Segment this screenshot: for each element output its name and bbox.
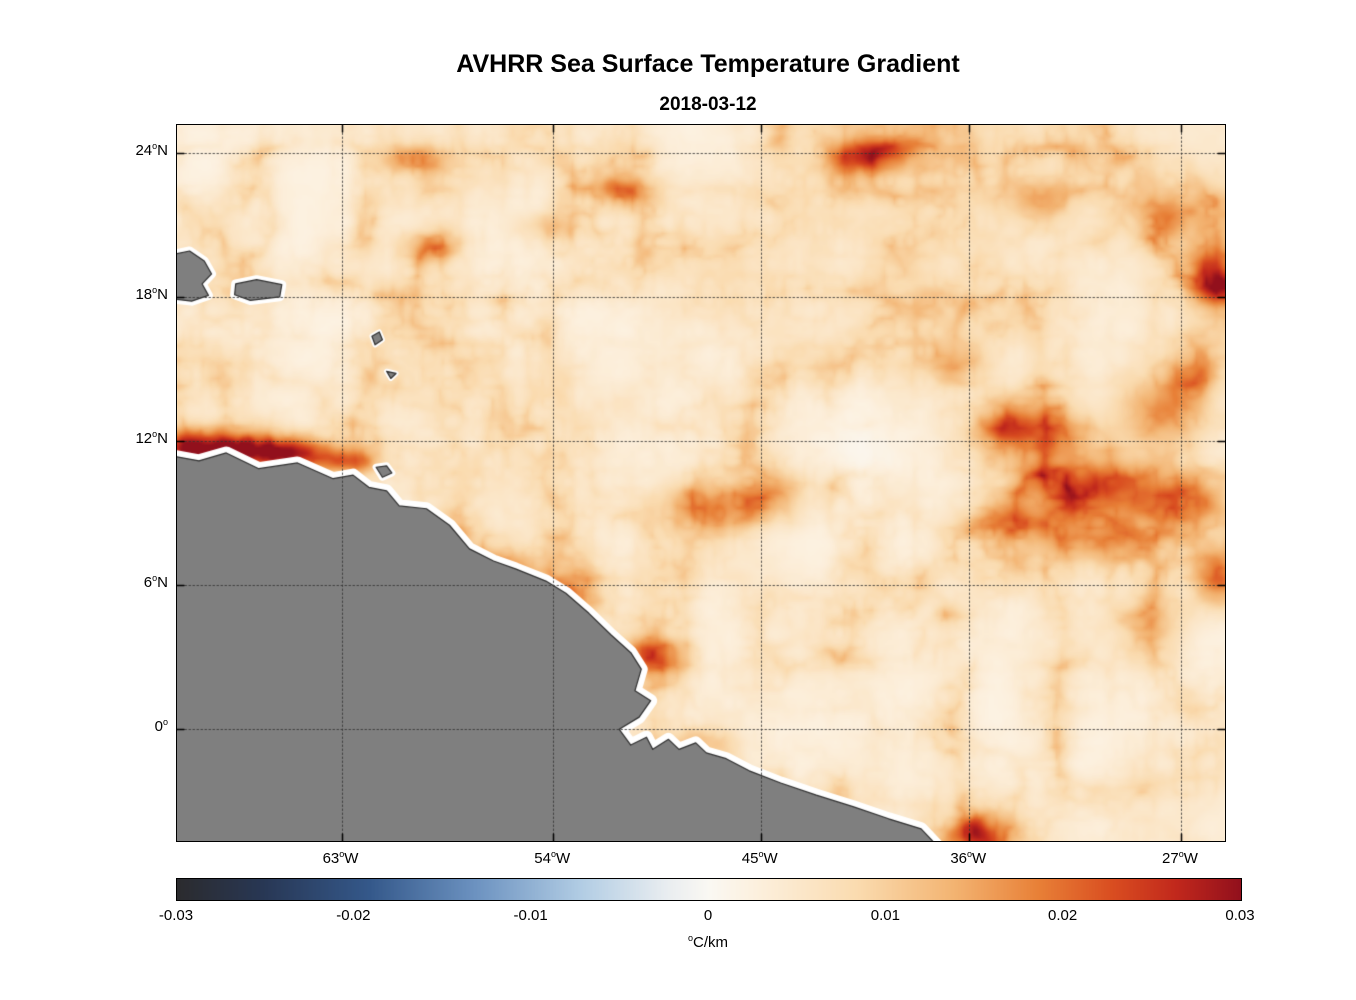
x-tick-label: 45oW xyxy=(741,849,778,867)
colorbar xyxy=(176,878,1242,901)
y-tick-label: 6oN xyxy=(143,572,168,591)
map-plot-area xyxy=(176,124,1226,842)
chart-title: AVHRR Sea Surface Temperature Gradient xyxy=(456,50,960,78)
chart-subtitle: 2018-03-12 xyxy=(659,94,757,115)
colorbar-tick-label: -0.03 xyxy=(158,907,194,924)
y-tick-label: 18oN xyxy=(135,284,168,303)
y-tick-label: 0o xyxy=(154,717,168,736)
sst-gradient-map-canvas xyxy=(177,125,1225,841)
colorbar-tick-label: 0 xyxy=(703,907,713,924)
colorbar-gradient-canvas xyxy=(177,879,1241,900)
y-tick-label: 24oN xyxy=(135,140,168,159)
x-tick-label: 63oW xyxy=(322,849,359,867)
x-tick-label: 27oW xyxy=(1162,849,1198,867)
x-tick-label: 54oW xyxy=(534,849,571,867)
colorbar-unit-label: oC/km xyxy=(687,933,728,951)
y-tick-label: 12oN xyxy=(135,428,168,447)
colorbar-tick-label: 0.03 xyxy=(1225,907,1255,924)
colorbar-tick-label: -0.01 xyxy=(513,907,548,924)
x-tick-label: 36oW xyxy=(950,849,987,867)
colorbar-tick-label: -0.02 xyxy=(336,907,371,924)
colorbar-tick-label: 0.01 xyxy=(870,907,900,924)
colorbar-tick-label: 0.02 xyxy=(1048,907,1078,924)
